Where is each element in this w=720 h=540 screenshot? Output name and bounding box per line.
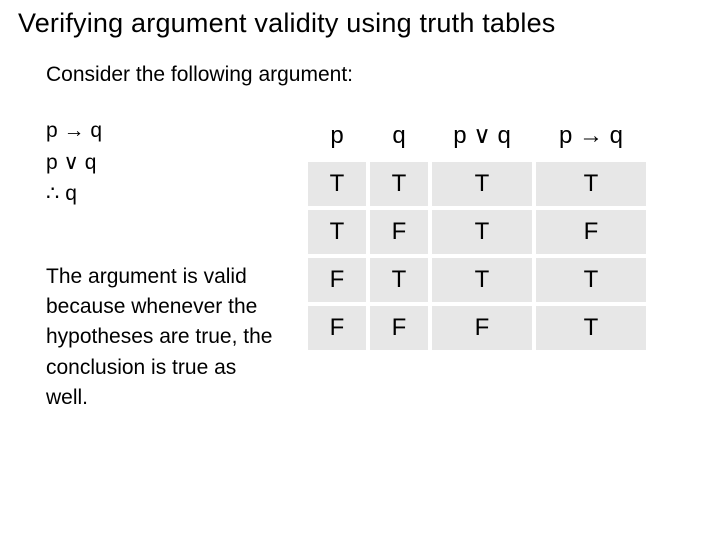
col-header-p: p xyxy=(308,113,366,158)
argument-block: p → q p ∨ q ∴ q xyxy=(46,115,276,210)
cell: T xyxy=(308,162,366,206)
table-row: T F T F xyxy=(308,210,646,254)
cell: T xyxy=(370,162,428,206)
left-column: p → q p ∨ q ∴ q The argument is valid be… xyxy=(46,115,276,414)
cell: F xyxy=(370,210,428,254)
truth-table-wrap: p q p ∨ q p → q T T T T T F xyxy=(304,115,702,354)
cell: T xyxy=(432,162,532,206)
table-row: F F F T xyxy=(308,306,646,350)
subtitle: Consider the following argument: xyxy=(46,63,702,87)
table-row: T T T T xyxy=(308,162,646,206)
col-header-p-or-q: p ∨ q xyxy=(432,113,532,158)
argument-premise-2: p ∨ q xyxy=(46,147,276,179)
cell: T xyxy=(308,210,366,254)
cell: F xyxy=(308,258,366,302)
argument-premise-1: p → q xyxy=(46,115,276,147)
content-area: p → q p ∨ q ∴ q The argument is valid be… xyxy=(46,115,702,414)
argument-conclusion: ∴ q xyxy=(46,178,276,210)
cell: F xyxy=(370,306,428,350)
cell: F xyxy=(308,306,366,350)
cell: T xyxy=(536,306,646,350)
cell: T xyxy=(432,258,532,302)
cell: T xyxy=(536,258,646,302)
explanation-text: The argument is valid because whenever t… xyxy=(46,262,276,414)
cell: T xyxy=(432,210,532,254)
cell: T xyxy=(536,162,646,206)
table-header-row: p q p ∨ q p → q xyxy=(308,113,646,158)
col-header-p-imp-q: p → q xyxy=(536,113,646,158)
page-title: Verifying argument validity using truth … xyxy=(18,8,702,39)
cell: T xyxy=(370,258,428,302)
cell: F xyxy=(432,306,532,350)
truth-table: p q p ∨ q p → q T T T T T F xyxy=(304,109,650,354)
table-row: F T T T xyxy=(308,258,646,302)
slide: Verifying argument validity using truth … xyxy=(0,0,720,540)
col-header-q: q xyxy=(370,113,428,158)
cell: F xyxy=(536,210,646,254)
